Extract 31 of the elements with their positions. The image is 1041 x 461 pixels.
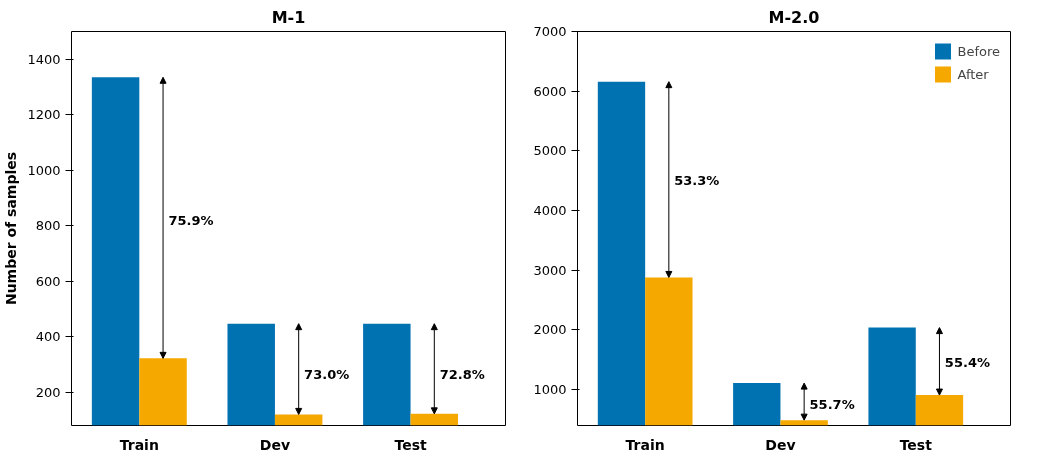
y-tick-label: 7000 bbox=[533, 24, 567, 39]
chart-title: M-1 bbox=[271, 7, 306, 27]
annotation: 72.8% bbox=[439, 366, 485, 382]
y-tick-label: 1400 bbox=[27, 51, 61, 67]
annotation: 55.4% bbox=[944, 355, 990, 371]
y-tick-label: 600 bbox=[35, 273, 61, 289]
y-tick-label: 1000 bbox=[533, 382, 567, 398]
annotation: 75.9% bbox=[168, 212, 214, 228]
annotation: 73.0% bbox=[304, 366, 350, 382]
y-tick-label: 4000 bbox=[533, 203, 567, 219]
annotation: 53.3% bbox=[674, 173, 720, 189]
x-tick-label: Dev bbox=[259, 436, 291, 453]
y-tick-label: 6000 bbox=[533, 83, 567, 99]
y-tick-label: 1200 bbox=[27, 107, 61, 123]
y-axis-title: Number of samples bbox=[3, 151, 20, 306]
x-tick-label: Test bbox=[899, 436, 933, 453]
y-tick-label: 800 bbox=[35, 218, 61, 234]
legend-label: After bbox=[957, 66, 989, 82]
y-tick-label: 2000 bbox=[533, 322, 567, 338]
x-tick-label: Test bbox=[394, 436, 427, 453]
x-tick-label: Train bbox=[119, 436, 159, 453]
legend-label: Before bbox=[957, 43, 1000, 59]
x-tick-label: Train bbox=[625, 436, 665, 453]
y-tick-label: 200 bbox=[35, 384, 61, 400]
y-tick-label: 400 bbox=[35, 329, 61, 345]
y-tick-label: 3000 bbox=[533, 262, 567, 278]
y-tick-label: 5000 bbox=[533, 143, 567, 159]
annotation: 55.7% bbox=[809, 397, 855, 413]
y-tick-label: 1000 bbox=[27, 162, 61, 178]
chart-title: M-2.0 bbox=[768, 7, 820, 27]
x-tick-label: Dev bbox=[765, 436, 796, 453]
